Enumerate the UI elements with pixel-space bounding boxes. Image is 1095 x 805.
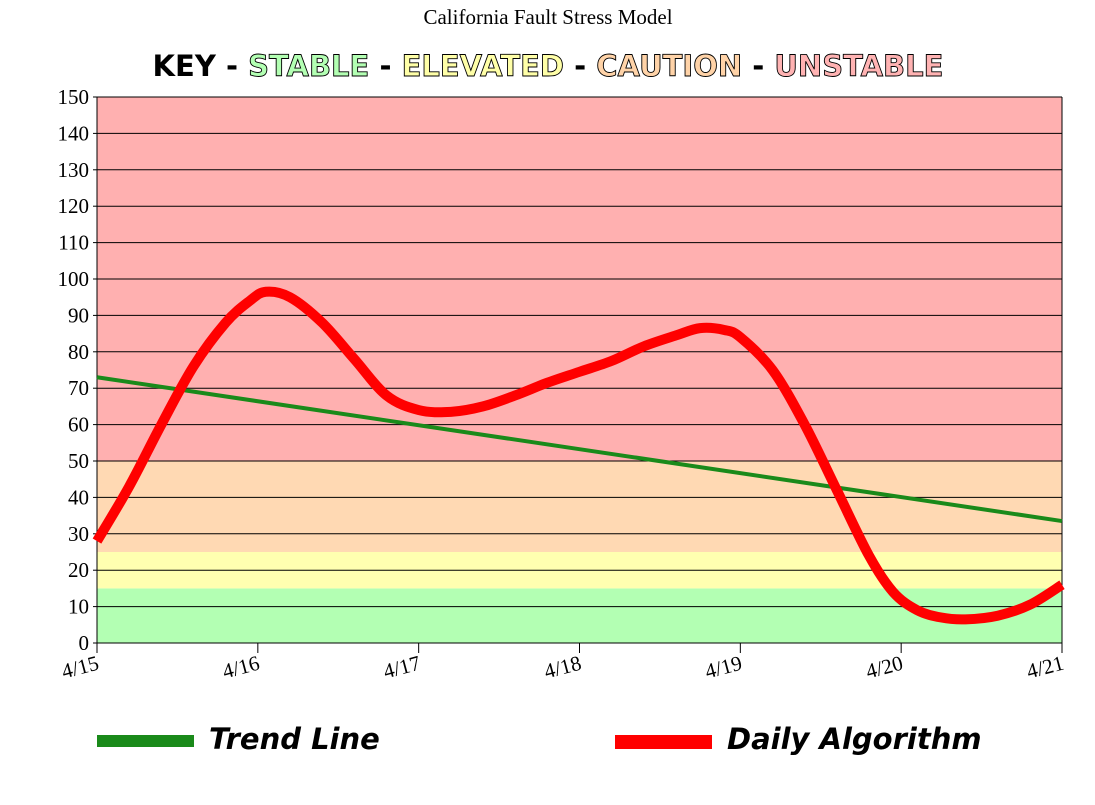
x-tick-label: 4/15 (59, 651, 101, 684)
key-legend: KEY - STABLE - ELEVATED - CAUTION - UNST… (153, 49, 944, 84)
series-line-trend-line (96, 375, 1063, 524)
key-zone-caution: CAUTION (596, 49, 742, 83)
y-tick-label: 140 (58, 121, 90, 145)
x-tick-label: 4/21 (1024, 651, 1066, 684)
y-tick-label: 150 (58, 85, 90, 109)
y-tick-label: 60 (68, 413, 89, 437)
y-tick-label: 40 (68, 485, 89, 509)
y-tick-label: 90 (68, 303, 89, 327)
legend-swatch-trend-line (97, 735, 194, 747)
series-line-daily-algorithm (92, 286, 1065, 625)
y-tick-label: 110 (58, 231, 89, 255)
key-separator: - (564, 49, 596, 83)
plot-lines (92, 286, 1065, 625)
x-axis: 4/15 4/16 4/17 4/18 4/19 4/20 4/21 (59, 643, 1066, 683)
key-zone-elevated: ELEVATED (402, 49, 564, 83)
y-tick-label: 20 (68, 558, 89, 582)
key-zone-stable: STABLE (248, 49, 369, 83)
key-zone-unstable: UNSTABLE (774, 49, 943, 83)
x-tick-label: 4/16 (220, 651, 262, 684)
x-tick-label: 4/17 (381, 651, 423, 684)
legend-swatch-daily-algorithm (615, 735, 712, 749)
y-tick-label: 70 (68, 376, 89, 400)
y-tick-label: 10 (68, 595, 89, 619)
x-tick-label: 4/20 (863, 651, 905, 684)
legend-label: Trend Line (209, 722, 380, 756)
key-separator: - (216, 49, 248, 83)
y-tick-label: 80 (68, 340, 89, 364)
x-tick-label: 4/19 (702, 651, 744, 684)
y-tick-label: 30 (68, 522, 89, 546)
series-legend: Trend Line Daily Algorithm (97, 722, 982, 756)
y-tick-label: 120 (58, 194, 90, 218)
key-separator: - (742, 49, 774, 83)
chart-title: California Fault Stress Model (423, 5, 672, 29)
y-axis: 0 10 20 30 40 50 60 70 80 90 100 110 120 130 140 150 (58, 85, 97, 655)
zone-band-caution (97, 461, 1062, 552)
x-tick-label: 4/18 (542, 651, 584, 684)
y-tick-label: 0 (79, 631, 90, 655)
key-prefix: KEY (153, 49, 217, 83)
legend-label: Daily Algorithm (727, 722, 982, 756)
y-tick-label: 50 (68, 449, 89, 473)
y-tick-label: 100 (58, 267, 90, 291)
key-text: KEY - STABLE - ELEVATED - CAUTION - UNST… (153, 49, 944, 83)
y-tick-label: 130 (58, 158, 90, 182)
key-separator: - (369, 49, 401, 83)
